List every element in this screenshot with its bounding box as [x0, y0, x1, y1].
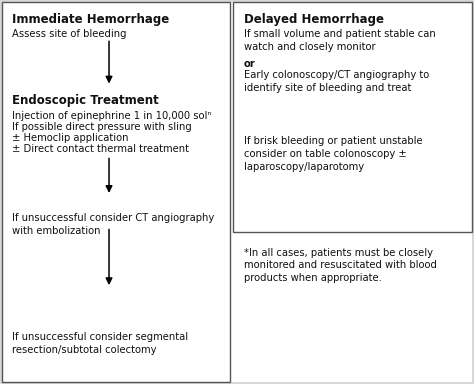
Bar — [233, 2, 472, 232]
Text: If brisk bleeding or patient unstable
consider on table colonoscopy ±
laparoscop: If brisk bleeding or patient unstable co… — [244, 136, 423, 172]
Text: Delayed Hemorrhage: Delayed Hemorrhage — [244, 13, 384, 26]
Text: If possible direct pressure with sling: If possible direct pressure with sling — [12, 122, 191, 132]
Text: If small volume and patient stable can
watch and closely monitor: If small volume and patient stable can w… — [244, 29, 436, 51]
Text: If unsuccessful consider CT angiography
with embolization: If unsuccessful consider CT angiography … — [12, 213, 214, 236]
Text: Injection of epinephrine 1 in 10,000 solⁿ: Injection of epinephrine 1 in 10,000 sol… — [12, 111, 211, 121]
Text: Immediate Hemorrhage: Immediate Hemorrhage — [12, 13, 169, 26]
Text: Assess site of bleeding: Assess site of bleeding — [12, 29, 127, 39]
Text: Endoscopic Treatment: Endoscopic Treatment — [12, 94, 159, 107]
Text: If unsuccessful consider segmental
resection/subtotal colectomy: If unsuccessful consider segmental resec… — [12, 332, 188, 355]
Text: ± Hemoclip application: ± Hemoclip application — [12, 133, 128, 143]
Text: or: or — [244, 59, 256, 69]
Text: ± Direct contact thermal treatment: ± Direct contact thermal treatment — [12, 144, 189, 154]
Bar — [2, 2, 230, 382]
Text: Early colonoscopy/CT angiography to
identify site of bleeding and treat: Early colonoscopy/CT angiography to iden… — [244, 70, 429, 93]
Text: *In all cases, patients must be closely
monitored and resuscitated with blood
pr: *In all cases, patients must be closely … — [244, 248, 437, 283]
